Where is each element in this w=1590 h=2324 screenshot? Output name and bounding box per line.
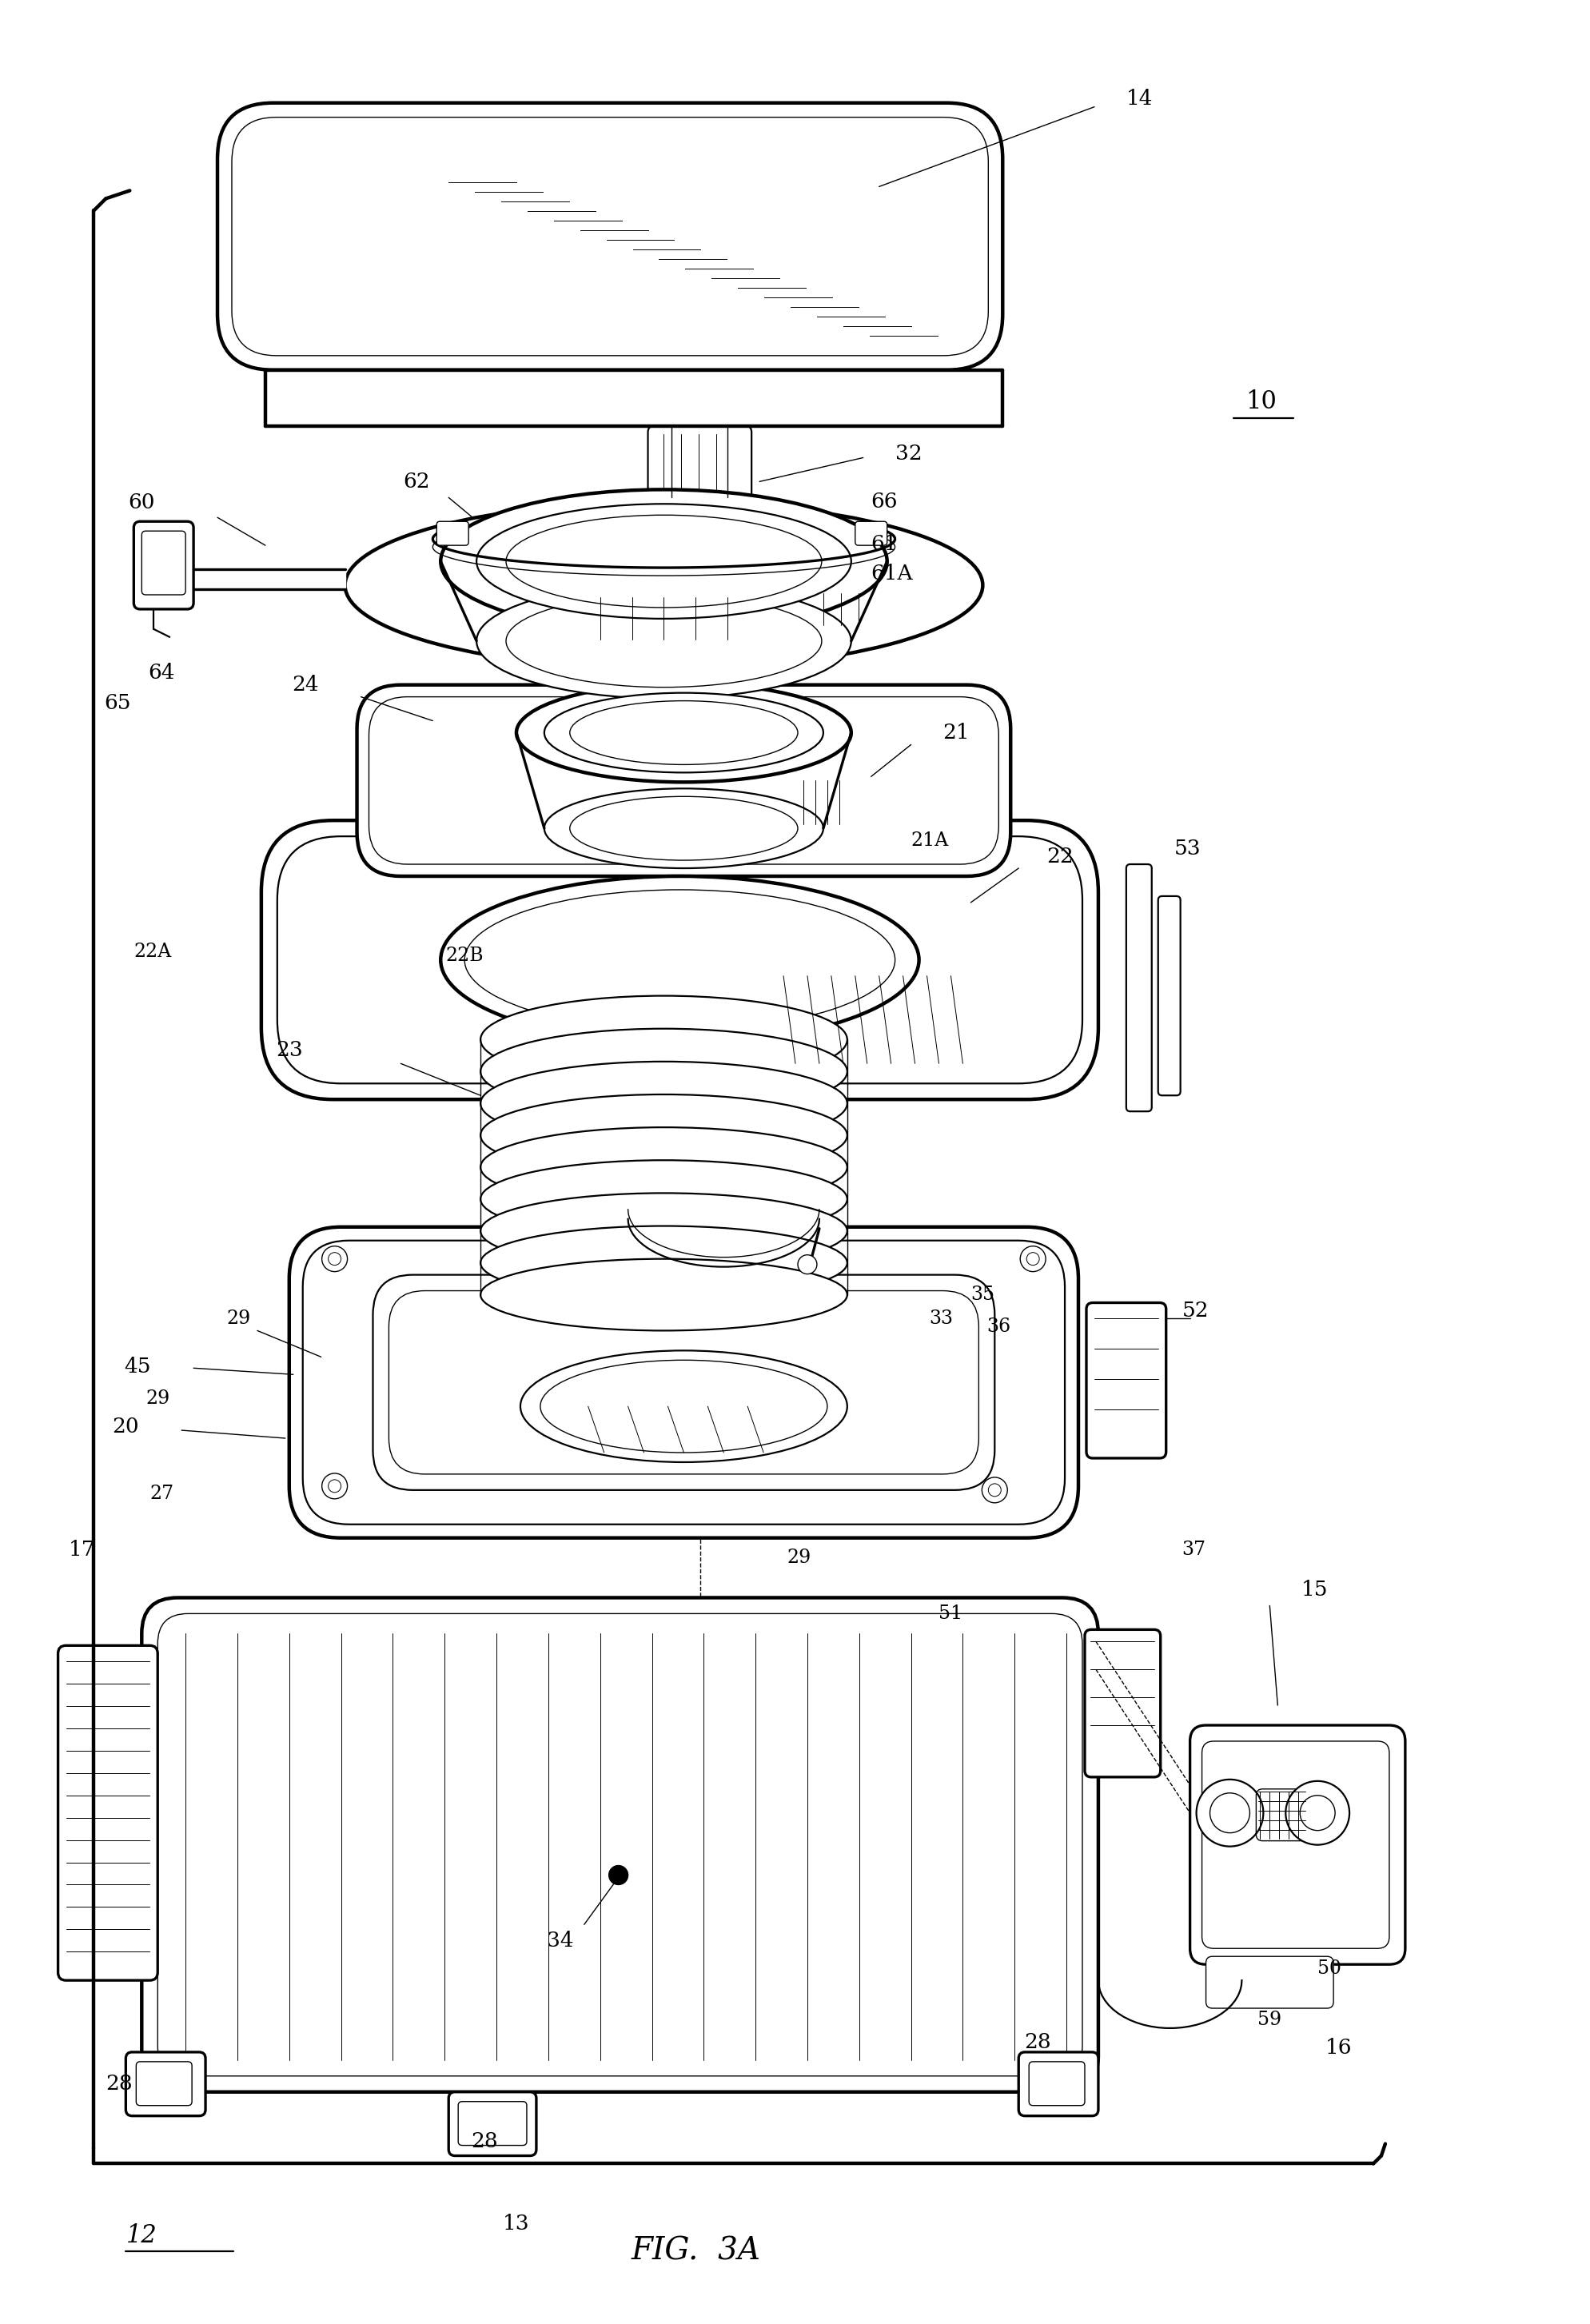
Text: 52: 52 xyxy=(1181,1301,1208,1320)
FancyBboxPatch shape xyxy=(1084,1629,1161,1778)
FancyBboxPatch shape xyxy=(302,1241,1064,1525)
Text: 17: 17 xyxy=(68,1541,95,1559)
Ellipse shape xyxy=(477,504,851,618)
Text: 29: 29 xyxy=(227,1308,251,1327)
FancyBboxPatch shape xyxy=(356,686,1010,876)
Ellipse shape xyxy=(440,490,887,632)
Text: 22: 22 xyxy=(1046,846,1073,867)
Text: 12: 12 xyxy=(126,2224,157,2247)
Ellipse shape xyxy=(440,876,919,1043)
Text: 28: 28 xyxy=(471,2131,498,2152)
Text: 13: 13 xyxy=(502,2212,529,2233)
Text: 32: 32 xyxy=(895,444,922,465)
Text: 27: 27 xyxy=(149,1485,173,1504)
FancyBboxPatch shape xyxy=(142,1597,1097,2092)
Ellipse shape xyxy=(480,1095,847,1176)
Circle shape xyxy=(798,1255,817,1274)
FancyBboxPatch shape xyxy=(448,2092,536,2157)
FancyBboxPatch shape xyxy=(134,521,194,609)
Text: 22B: 22B xyxy=(445,946,483,964)
FancyBboxPatch shape xyxy=(289,1227,1078,1538)
Text: 16: 16 xyxy=(1324,2038,1352,2059)
FancyBboxPatch shape xyxy=(126,2052,205,2115)
Ellipse shape xyxy=(480,1227,847,1299)
Polygon shape xyxy=(266,370,1002,425)
FancyBboxPatch shape xyxy=(437,521,469,546)
Text: 15: 15 xyxy=(1301,1580,1328,1599)
Text: 34: 34 xyxy=(547,1931,574,1950)
FancyBboxPatch shape xyxy=(266,370,1002,425)
Text: 10: 10 xyxy=(1245,390,1277,414)
Circle shape xyxy=(981,1478,1006,1504)
Text: 59: 59 xyxy=(1258,2010,1282,2029)
Ellipse shape xyxy=(480,1127,847,1206)
Ellipse shape xyxy=(520,1350,847,1462)
FancyBboxPatch shape xyxy=(855,521,887,546)
Text: 24: 24 xyxy=(291,674,318,695)
Ellipse shape xyxy=(517,683,851,783)
Text: 66: 66 xyxy=(871,490,897,511)
Ellipse shape xyxy=(480,1030,847,1116)
Text: 28: 28 xyxy=(1024,2034,1051,2052)
FancyBboxPatch shape xyxy=(1126,865,1151,1111)
Text: 53: 53 xyxy=(1173,839,1200,858)
Ellipse shape xyxy=(544,693,824,772)
Text: 51: 51 xyxy=(938,1604,962,1622)
Ellipse shape xyxy=(480,995,847,1083)
Circle shape xyxy=(1285,1780,1348,1845)
Circle shape xyxy=(609,1866,628,1885)
Text: 21A: 21A xyxy=(911,832,948,851)
FancyBboxPatch shape xyxy=(261,820,1097,1099)
Ellipse shape xyxy=(480,1160,847,1239)
Ellipse shape xyxy=(544,788,824,869)
FancyBboxPatch shape xyxy=(57,1645,157,1980)
FancyBboxPatch shape xyxy=(277,837,1081,1083)
Circle shape xyxy=(321,1473,347,1499)
FancyBboxPatch shape xyxy=(218,102,1002,370)
FancyBboxPatch shape xyxy=(1018,2052,1097,2115)
Text: FIG.  3A: FIG. 3A xyxy=(631,2236,760,2266)
Ellipse shape xyxy=(345,502,983,669)
FancyBboxPatch shape xyxy=(1189,1724,1404,1964)
Ellipse shape xyxy=(477,583,851,700)
Circle shape xyxy=(1019,1246,1045,1271)
Text: 29: 29 xyxy=(787,1548,811,1566)
Text: 37: 37 xyxy=(1181,1541,1205,1559)
Text: 21: 21 xyxy=(943,723,970,744)
Text: 61A: 61A xyxy=(871,562,913,583)
Circle shape xyxy=(321,1246,347,1271)
Text: 62: 62 xyxy=(404,472,429,493)
FancyBboxPatch shape xyxy=(372,1276,994,1490)
Text: 33: 33 xyxy=(929,1308,952,1327)
Text: 29: 29 xyxy=(146,1390,170,1408)
Text: 60: 60 xyxy=(129,493,156,511)
Text: 22A: 22A xyxy=(134,944,172,962)
Text: 14: 14 xyxy=(1126,88,1153,109)
Text: 61: 61 xyxy=(871,535,897,553)
Text: 35: 35 xyxy=(970,1285,994,1304)
Polygon shape xyxy=(194,569,345,590)
Text: 65: 65 xyxy=(105,693,130,713)
Circle shape xyxy=(1196,1780,1262,1845)
Ellipse shape xyxy=(480,1260,847,1332)
Text: 23: 23 xyxy=(275,1041,302,1060)
FancyBboxPatch shape xyxy=(1205,1957,1332,2008)
Ellipse shape xyxy=(480,1192,847,1269)
FancyBboxPatch shape xyxy=(647,425,750,502)
Text: 28: 28 xyxy=(107,2073,132,2094)
Text: 64: 64 xyxy=(148,662,175,683)
FancyBboxPatch shape xyxy=(1086,1304,1165,1457)
Text: 36: 36 xyxy=(986,1318,1010,1336)
Text: 45: 45 xyxy=(124,1357,151,1376)
FancyBboxPatch shape xyxy=(1158,897,1180,1095)
Ellipse shape xyxy=(480,1062,847,1146)
Text: 50: 50 xyxy=(1317,1959,1340,1978)
Text: 20: 20 xyxy=(113,1415,140,1436)
